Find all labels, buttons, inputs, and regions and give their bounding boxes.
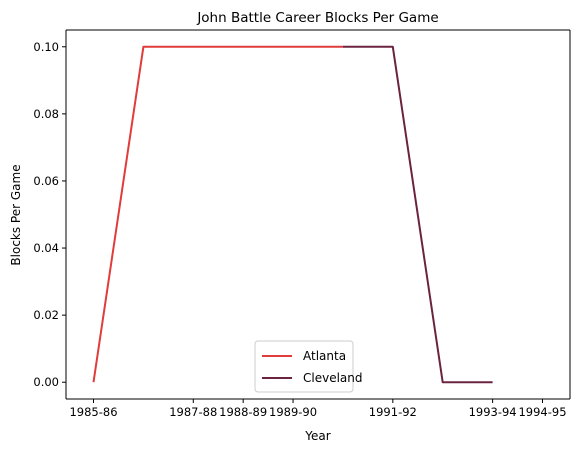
chart-title: John Battle Career Blocks Per Game	[196, 10, 438, 26]
y-tick-label: 0.02	[33, 308, 59, 322]
legend-label-atlanta: Atlanta	[303, 349, 346, 363]
y-axis-ticks: 0.00 0.02 0.04 0.06 0.08 0.10	[33, 40, 66, 389]
y-tick-label: 0.04	[33, 241, 59, 255]
x-axis-label: Year	[304, 429, 330, 443]
legend-label-cleveland: Cleveland	[303, 371, 363, 385]
plot-frame	[65, 29, 571, 400]
x-axis-ticks: 1985-86 1987-88 1988-89 1989-90 1991-92 1993-…	[69, 399, 567, 419]
legend-box	[254, 340, 354, 393]
plot-area	[66, 30, 570, 399]
x-tick-label: 1993-94	[469, 405, 517, 419]
series-line-atlanta	[92, 45, 343, 383]
x-tick-label: 1991-92	[369, 405, 417, 419]
y-axis-label: Blocks Per Game	[9, 164, 23, 265]
x-tick-label: 1987-88	[169, 405, 217, 419]
y-tick-label: 0.06	[33, 174, 59, 188]
y-tick-label: 0.00	[33, 375, 59, 389]
x-tick-label: 1994-95	[518, 405, 566, 419]
series-layer	[92, 45, 493, 384]
x-tick-label: 1985-86	[69, 405, 117, 419]
legend: Atlanta Cleveland	[254, 340, 363, 393]
y-tick-label: 0.08	[33, 107, 59, 121]
series-line-cleveland	[342, 45, 493, 384]
y-tick-label: 0.10	[33, 40, 59, 54]
x-tick-label: 1988-89	[219, 405, 267, 419]
x-tick-label: 1989-90	[269, 405, 317, 419]
